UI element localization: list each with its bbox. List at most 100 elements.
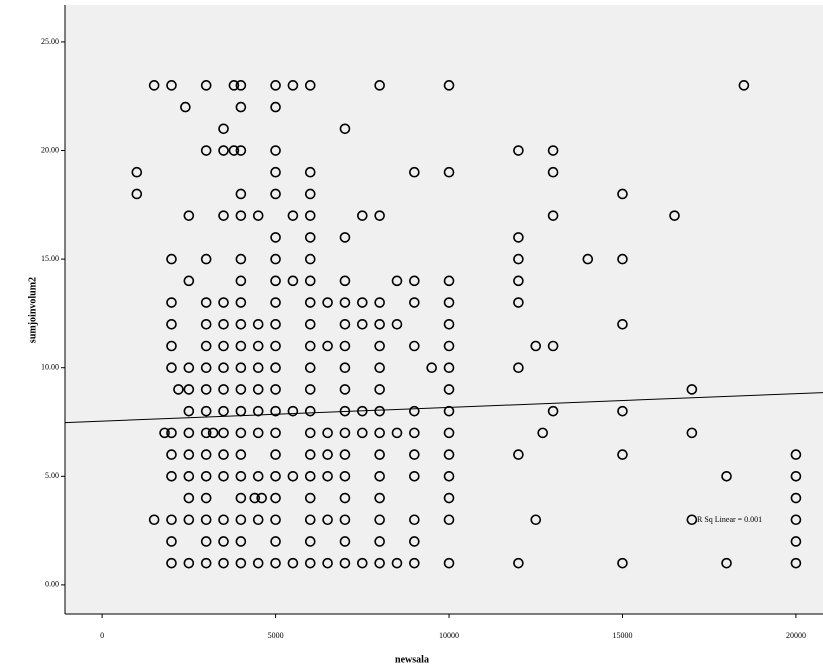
y-tick-label: 5.00 (45, 471, 59, 480)
scatter-point (235, 362, 247, 374)
scatter-point (339, 449, 351, 460)
scatter-point (790, 492, 802, 504)
scatter-point (200, 362, 212, 374)
scatter-point (270, 166, 281, 178)
scatter-point (200, 318, 212, 330)
scatter-point (287, 557, 299, 569)
scatter-point (686, 427, 698, 439)
scatter-point (270, 362, 281, 374)
scatter-point (339, 362, 351, 374)
scatter-point (790, 557, 802, 569)
scatter-point (287, 471, 299, 482)
scatter-point (304, 362, 316, 374)
scatter-point (218, 557, 229, 569)
scatter-point (218, 405, 229, 417)
scatter-point (513, 449, 524, 460)
scatter-point (200, 514, 212, 526)
scatter-point (183, 405, 195, 417)
y-tick-label: 25.00 (41, 37, 59, 46)
scatter-point (218, 384, 229, 395)
scatter-point (443, 405, 455, 417)
scatter-point (270, 384, 281, 395)
scatter-point (252, 471, 264, 482)
scatter-point (166, 536, 177, 547)
scatter-point (287, 275, 299, 287)
scatter-point (443, 80, 455, 91)
scatter-point (426, 362, 437, 374)
scatter-point (218, 145, 229, 156)
scatter-point (252, 514, 264, 526)
scatter-point (218, 536, 229, 547)
scatter-point (270, 340, 281, 352)
scatter-point (322, 297, 333, 308)
scatter-point (270, 427, 281, 439)
scatter-point (443, 471, 455, 482)
scatter-point (304, 166, 316, 178)
scatter-point (183, 557, 195, 569)
scatter-point (547, 210, 559, 221)
scatter-point (200, 449, 212, 460)
scatter-point (790, 514, 802, 526)
x-tick-label: 5000 (268, 631, 284, 640)
scatter-point (218, 427, 229, 439)
scatter-point (513, 145, 524, 156)
scatter-point (252, 362, 264, 374)
scatter-point (200, 340, 212, 352)
scatter-point (270, 253, 281, 265)
scatter-point (183, 471, 195, 482)
scatter-point (304, 557, 316, 569)
scatter-point (339, 427, 351, 439)
scatter-point (582, 253, 594, 265)
scatter-point (235, 427, 247, 439)
scatter-point (409, 449, 420, 460)
scatter-point (235, 188, 247, 200)
scatter-point (322, 471, 333, 482)
scatter-point (270, 471, 281, 482)
scatter-point (443, 492, 455, 504)
scatter-point (218, 318, 229, 330)
scatter-point (200, 427, 212, 439)
scatter-point (374, 80, 385, 91)
scatter-point (270, 275, 281, 287)
scatter-point (547, 340, 559, 352)
scatter-point (218, 362, 229, 374)
scatter-point (339, 340, 351, 352)
scatter-point (409, 536, 420, 547)
scatter-point (235, 557, 247, 569)
scatter-point (374, 318, 385, 330)
scatter-point (200, 492, 212, 504)
scatter-point (322, 427, 333, 439)
y-tick-label: 10.00 (41, 363, 59, 372)
scatter-point (391, 318, 403, 330)
scatter-point (513, 232, 524, 243)
scatter-point (235, 210, 247, 221)
scatter-point (374, 405, 385, 417)
x-tick-label: 20000 (786, 631, 806, 640)
scatter-point (200, 557, 212, 569)
scatter-point (270, 232, 281, 243)
scatter-point (270, 318, 281, 330)
scatter-point (304, 405, 316, 417)
scatter-point (166, 318, 177, 330)
scatter-point (513, 275, 524, 287)
scatter-point (304, 297, 316, 308)
scatter-point (304, 340, 316, 352)
scatter-point (304, 449, 316, 460)
scatter-point (235, 514, 247, 526)
scatter-point (270, 101, 281, 113)
scatter-point (235, 101, 247, 113)
scatter-point (218, 514, 229, 526)
scatter-point (547, 145, 559, 156)
scatter-point (513, 297, 524, 308)
scatter-point (200, 297, 212, 308)
scatter-point (207, 427, 219, 439)
scatter-point (513, 362, 524, 374)
scatter-point (131, 166, 143, 178)
scatter-point (443, 318, 455, 330)
scatter-point (166, 297, 177, 308)
y-axis-label: sumjoinvolum2 (27, 277, 38, 343)
scatter-point (235, 340, 247, 352)
scatter-point (669, 210, 680, 221)
scatter-point (391, 557, 403, 569)
